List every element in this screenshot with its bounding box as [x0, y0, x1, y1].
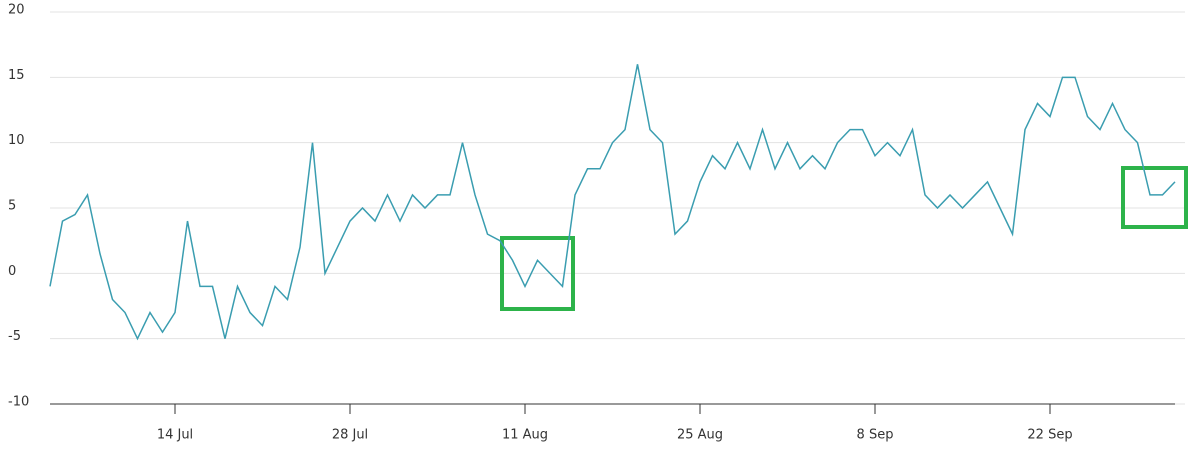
x-tick-label: 8 Sep [857, 428, 894, 443]
y-tick-label: 0 [8, 264, 16, 279]
x-tick-label: 11 Aug [502, 428, 548, 443]
data-line [49, 64, 1176, 341]
y-tick-label: 15 [8, 68, 25, 83]
y-tick-label: 10 [8, 133, 25, 148]
x-tick-label: 14 Jul [157, 428, 193, 443]
y-tick-label: 20 [8, 3, 25, 18]
x-tick-label: 25 Aug [677, 428, 723, 443]
x-tick-label: 28 Jul [332, 428, 368, 443]
highlight-box [500, 236, 575, 311]
highlight-box [1121, 166, 1188, 229]
x-tick-label: 22 Sep [1027, 428, 1072, 443]
y-tick-label: 5 [8, 199, 16, 214]
y-tick-label: -5 [8, 329, 21, 344]
y-tick-label: -10 [8, 395, 29, 410]
